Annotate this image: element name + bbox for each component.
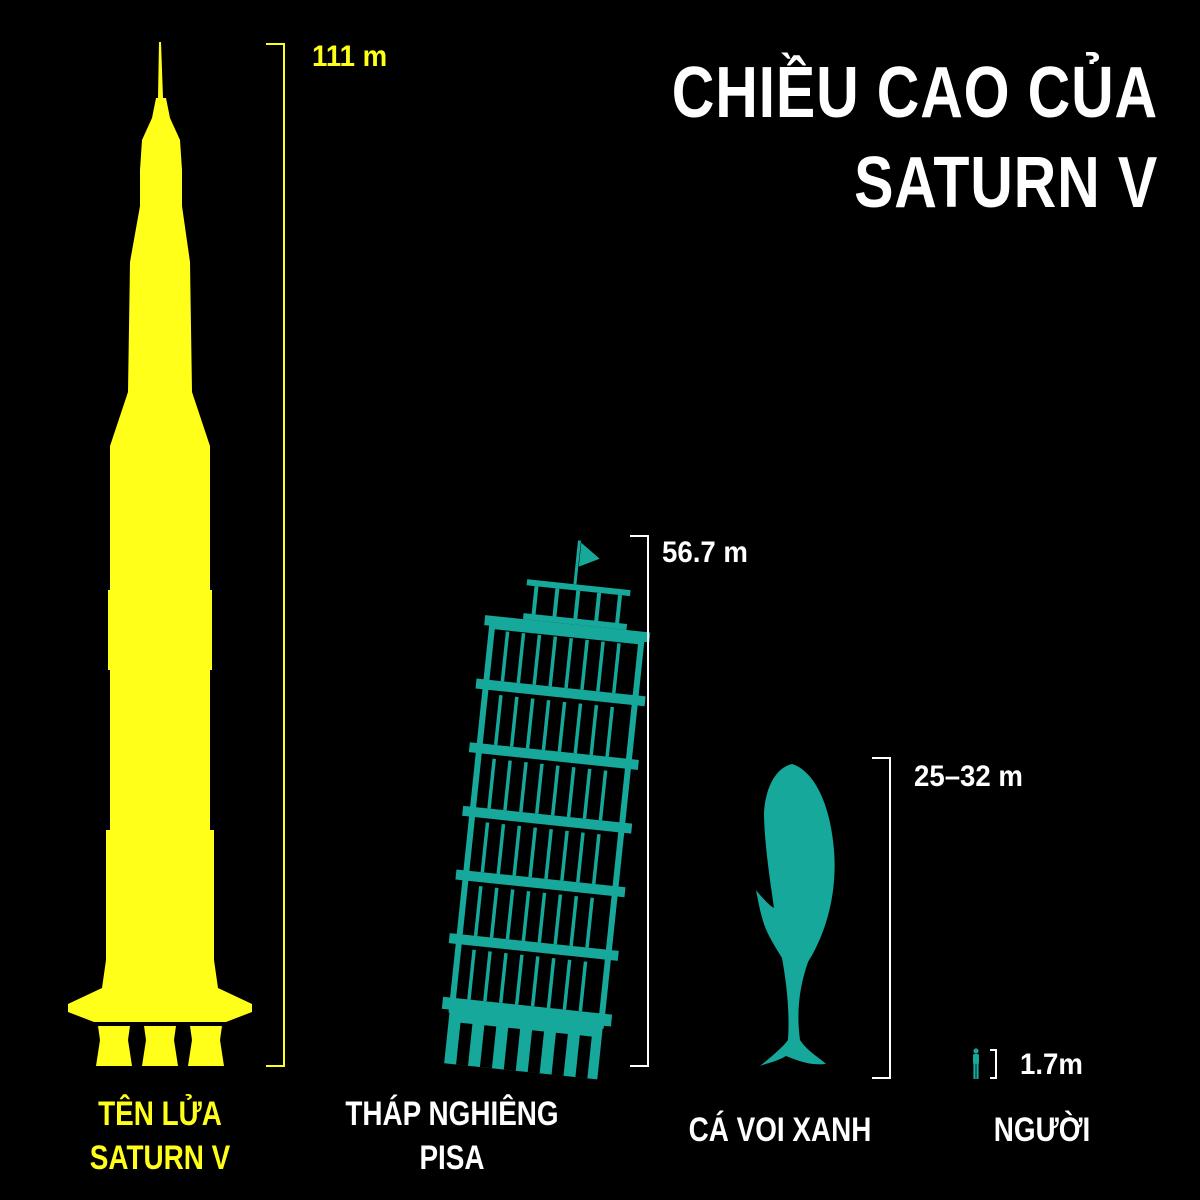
title-line-1: CHIỀU CAO CỦA — [671, 53, 1158, 133]
tower-name-line-1: THÁP NGHIÊNG — [345, 1095, 559, 1133]
rocket-name-line-1: TÊN LỬA — [98, 1095, 222, 1133]
tower-height-label: 56.7 m — [662, 536, 748, 569]
tower-height-bracket — [630, 535, 649, 1067]
human-name-line-1: NGƯỜI — [993, 1111, 1091, 1149]
human-height-bracket — [990, 1049, 997, 1079]
human-figure-icon — [973, 1048, 979, 1079]
page-title: CHIỀU CAO CỦA SATURN V — [672, 48, 1158, 228]
tower-name: THÁP NGHIÊNG PISA — [345, 1092, 558, 1180]
title-line-2: SATURN V — [854, 143, 1158, 223]
rocket-name-line-2: SATURN V — [89, 1139, 231, 1177]
rocket-height-bracket — [266, 43, 285, 1067]
human-name: NGƯỜI — [994, 1108, 1090, 1152]
pisa-tower-icon — [441, 540, 651, 1080]
whale-height-bracket — [872, 757, 891, 1079]
rocket-name: TÊN LỬA SATURN V — [90, 1092, 230, 1180]
whale-name: CÁ VOI XANH — [689, 1108, 872, 1152]
human-height-label: 1.7m — [1020, 1048, 1083, 1081]
saturn-v-rocket-icon — [68, 42, 252, 1066]
whale-height-label: 25–32 m — [914, 760, 1023, 793]
rocket-height-label: 111 m — [312, 40, 388, 73]
blue-whale-icon — [756, 764, 835, 1066]
tower-name-line-2: PISA — [419, 1139, 485, 1177]
whale-name-line-1: CÁ VOI XANH — [688, 1111, 872, 1149]
